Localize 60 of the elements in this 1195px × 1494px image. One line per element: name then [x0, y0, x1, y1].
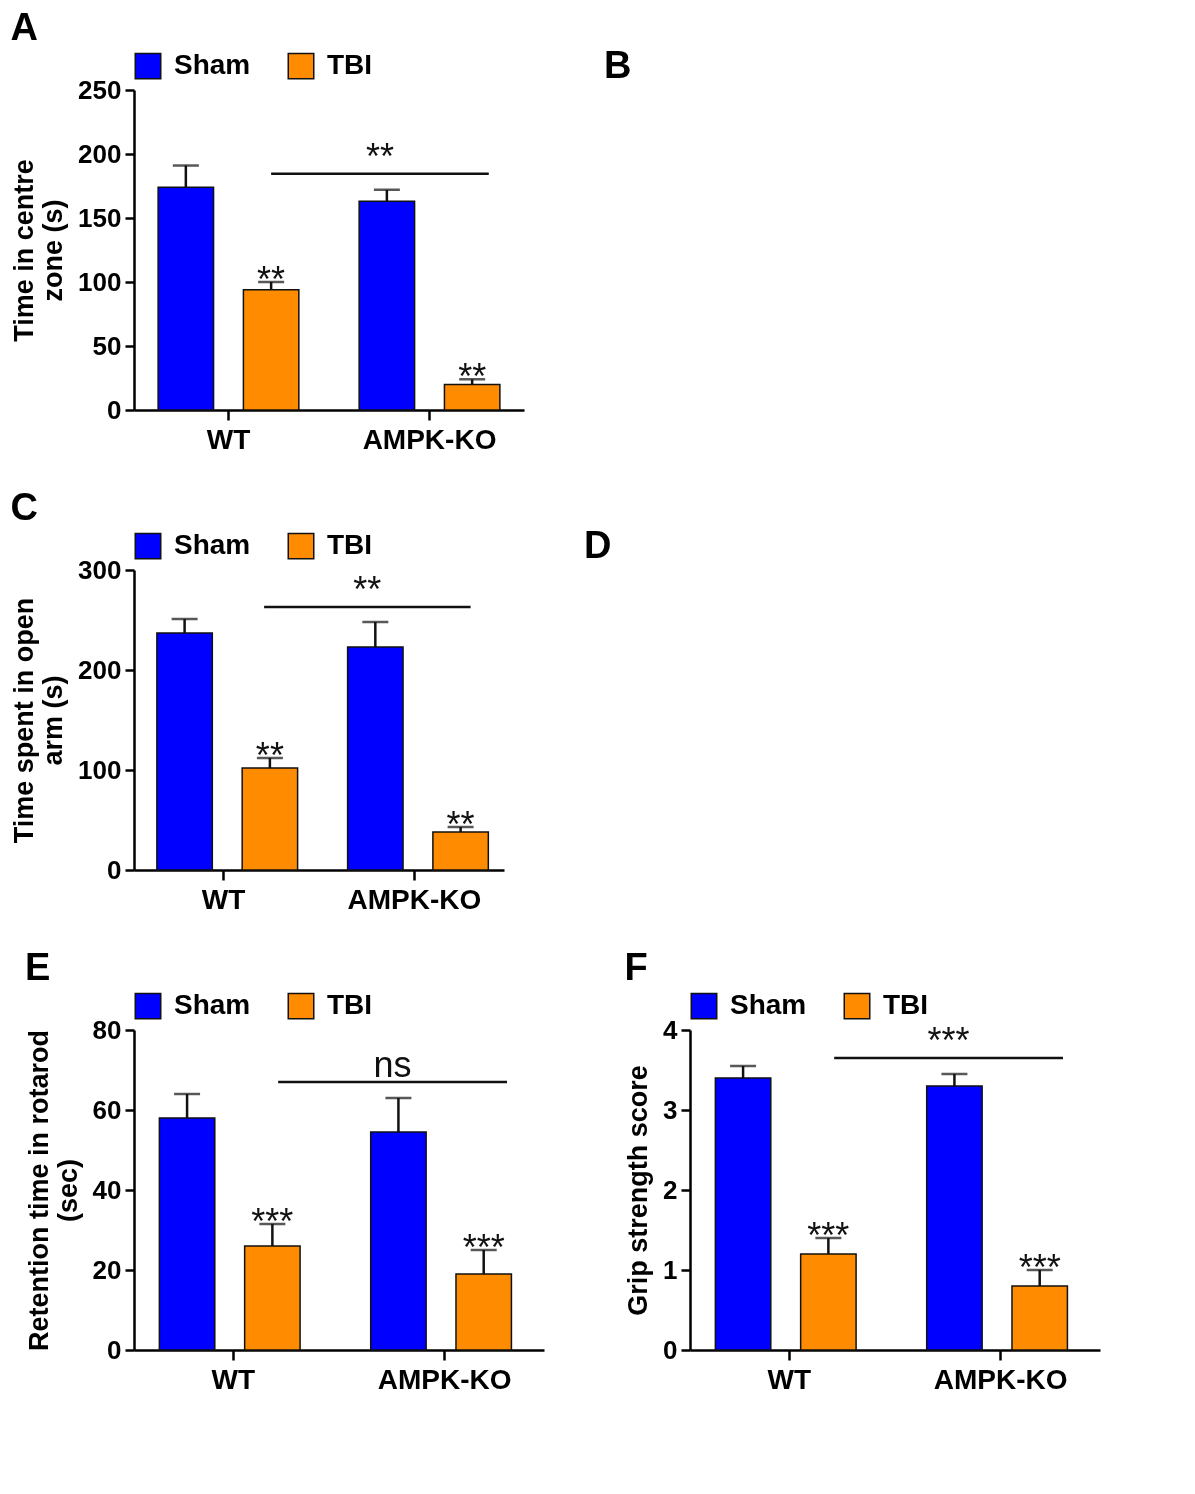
chart-title: F — [624, 946, 648, 988]
y-tick-label: 50 — [92, 330, 122, 361]
legend-label: TBI — [327, 989, 373, 1021]
data-label: ** — [458, 356, 487, 398]
annotation: *** — [927, 1020, 970, 1061]
legend-label: Sham — [174, 529, 251, 561]
data-label: ** — [446, 804, 475, 845]
legend-label: TBI — [327, 49, 373, 81]
chart-title: A — [10, 6, 39, 48]
y-tick-label: 250 — [78, 74, 122, 105]
annotation: ** — [353, 569, 382, 610]
x-tick-label: WT — [201, 883, 246, 915]
y-axis-title: Time in centre zone (s) — [9, 159, 69, 342]
y-tick-label: 0 — [663, 1334, 678, 1365]
x-tick-label: WT — [767, 1363, 812, 1395]
data-label: ** — [257, 259, 286, 300]
y-tick-label: 150 — [78, 202, 122, 233]
chart-title: C — [10, 486, 39, 528]
y-tick-label: 0 — [107, 854, 122, 885]
text: B — [604, 44, 632, 86]
bar — [432, 831, 490, 871]
legend-label: TBI — [327, 529, 373, 561]
legend-label: TBI — [883, 989, 929, 1021]
data-label: ** — [255, 735, 284, 776]
data-label: *** — [807, 1215, 850, 1256]
y-axis-title: Grip strength score — [623, 1065, 654, 1316]
data-label: *** — [251, 1201, 294, 1242]
y-tick-label: 0 — [107, 394, 122, 425]
text: D — [584, 524, 612, 566]
annotation: ** — [365, 135, 394, 177]
x-tick-label: WT — [206, 423, 251, 455]
legend-label: Sham — [174, 989, 251, 1021]
y-tick-label: 40 — [92, 1174, 122, 1205]
y-tick-label: 3 — [663, 1094, 678, 1125]
data-label: *** — [462, 1227, 505, 1268]
y-tick-label: 1 — [663, 1254, 678, 1285]
legend-label: Sham — [730, 989, 807, 1021]
x-tick-label: AMPK-KO — [377, 1363, 512, 1395]
y-tick-label: 0 — [107, 1334, 122, 1365]
y-tick-label: 100 — [78, 266, 122, 297]
y-tick-label: 200 — [78, 654, 122, 685]
y-tick-label: 80 — [92, 1014, 122, 1045]
y-tick-label: 60 — [92, 1094, 122, 1125]
x-tick-label: AMPK-KO — [347, 883, 482, 915]
bar — [443, 383, 501, 411]
annotation: ns — [373, 1044, 412, 1085]
y-tick-label: 20 — [92, 1254, 122, 1285]
y-tick-label: 200 — [78, 138, 122, 169]
y-tick-label: 2 — [663, 1174, 678, 1205]
y-tick-label: 300 — [78, 554, 122, 585]
y-tick-label: 4 — [663, 1014, 679, 1045]
y-axis-title: Time spent in open arm (s) — [9, 597, 69, 844]
x-tick-label: AMPK-KO — [933, 1363, 1068, 1395]
x-tick-label: AMPK-KO — [362, 423, 497, 455]
x-tick-label: WT — [211, 1363, 256, 1395]
legend-label: Sham — [174, 49, 251, 81]
chart-title: E — [25, 946, 51, 988]
y-axis-title: Retention time in rotarod (sec) — [23, 1029, 83, 1352]
data-label: *** — [1018, 1247, 1061, 1288]
y-tick-label: 100 — [78, 754, 122, 785]
